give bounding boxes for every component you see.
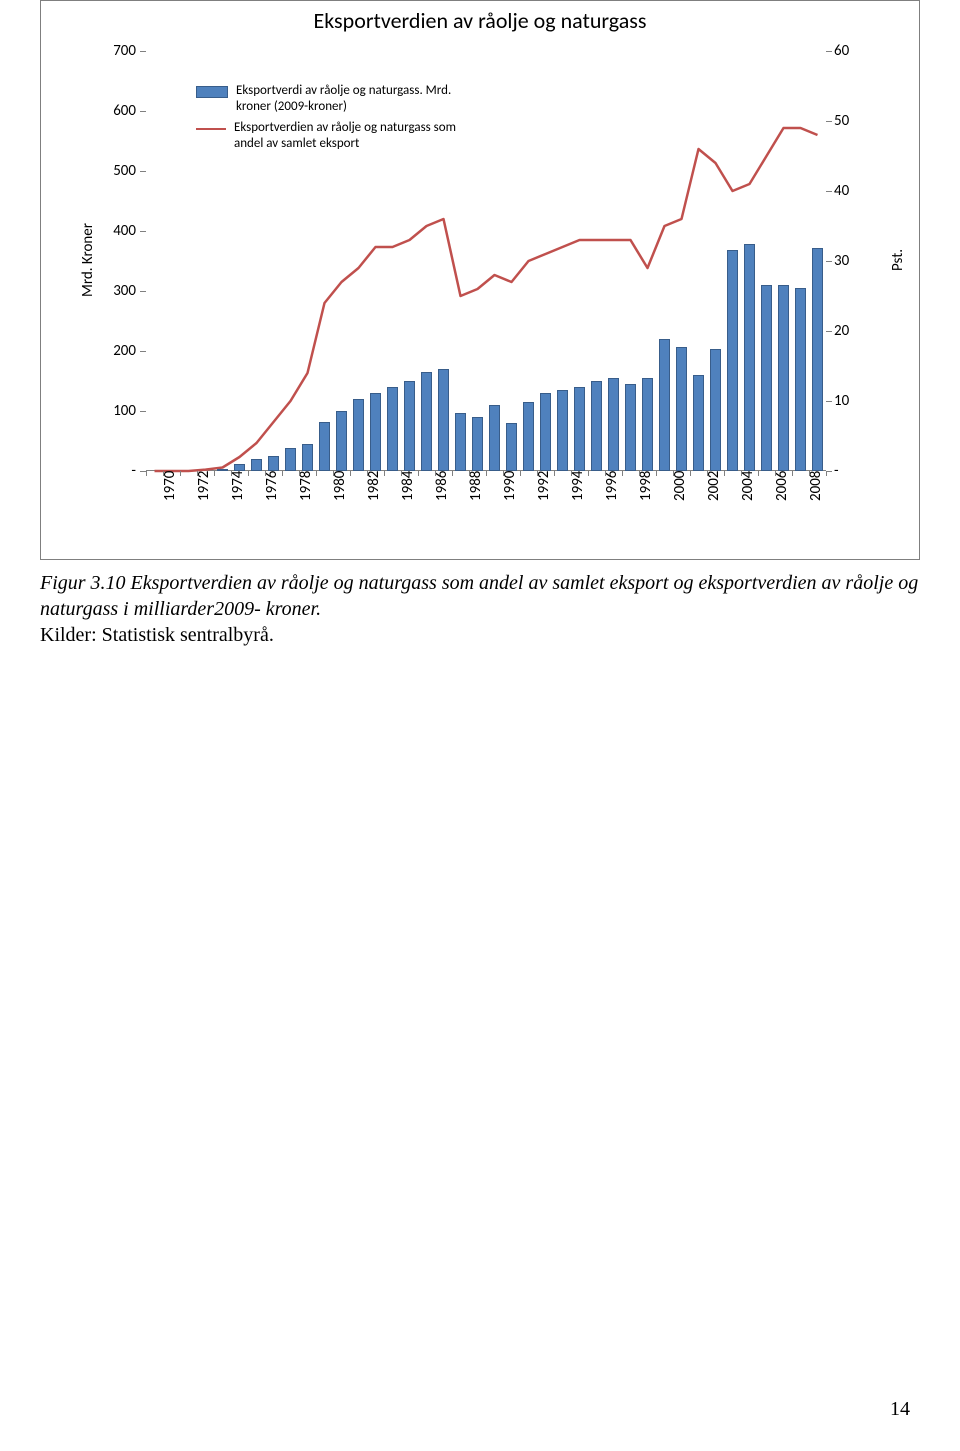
bar <box>710 349 721 471</box>
bar <box>506 423 517 471</box>
y-right-tick-label: 50 <box>834 112 866 130</box>
y-left-tick-label: 700 <box>91 42 136 60</box>
y-right-tick-label: 40 <box>834 182 866 200</box>
y-left-tick-label: 600 <box>91 102 136 120</box>
bar <box>523 402 534 471</box>
bar <box>285 448 296 471</box>
chart-title: Eksportverdien av råolje og naturgass <box>41 7 919 34</box>
bar <box>319 422 330 471</box>
figure-source: Kilder: Statistisk sentralbyrå. <box>40 624 920 647</box>
y-right-tick-label: 30 <box>834 252 866 270</box>
bar <box>234 464 245 471</box>
page-number: 14 <box>890 1398 910 1421</box>
bar <box>370 393 381 471</box>
bar <box>251 459 262 471</box>
y-right-tick-label: 60 <box>834 42 866 60</box>
legend-label-line: Eksportverdien av råolje og naturgass so… <box>234 120 481 151</box>
y-right-tick-label: - <box>834 462 866 480</box>
bar <box>421 372 432 471</box>
legend-label-bars: Eksportverdi av råolje og naturgass. Mrd… <box>236 83 481 114</box>
bar <box>659 339 670 471</box>
bar <box>387 387 398 471</box>
legend: Eksportverdi av råolje og naturgass. Mrd… <box>196 83 481 157</box>
y-left-tick-label: 300 <box>91 282 136 300</box>
bar <box>404 381 415 471</box>
y-left-tick-label: 200 <box>91 342 136 360</box>
bar <box>727 250 738 471</box>
bar <box>472 417 483 471</box>
bar <box>557 390 568 471</box>
y-left-tick-label: 400 <box>91 222 136 240</box>
bar <box>608 378 619 471</box>
bar <box>540 393 551 471</box>
bar <box>455 413 466 471</box>
legend-item-bars: Eksportverdi av råolje og naturgass. Mrd… <box>196 83 481 114</box>
bar <box>693 375 704 471</box>
y-left-tick-label: 500 <box>91 162 136 180</box>
bar <box>761 285 772 471</box>
y-axis-right-title: Pst. <box>889 249 907 271</box>
y-left-tick-label: - <box>91 462 136 480</box>
bar <box>642 378 653 471</box>
legend-swatch-line <box>196 128 226 130</box>
figure-caption: Figur 3.10 Eksportverdien av råolje og n… <box>40 570 920 622</box>
legend-item-line: Eksportverdien av råolje og naturgass so… <box>196 120 481 151</box>
bar <box>744 244 755 471</box>
bar <box>302 444 313 471</box>
y-right-tick-label: 20 <box>834 322 866 340</box>
legend-swatch-bar <box>196 86 228 98</box>
bar <box>795 288 806 471</box>
bar <box>812 248 823 471</box>
bar <box>591 381 602 471</box>
chart-frame: Eksportverdien av råolje og naturgass Mr… <box>40 0 920 560</box>
bar <box>676 347 687 471</box>
bar <box>336 411 347 471</box>
bar <box>268 456 279 471</box>
bar <box>353 399 364 471</box>
bar <box>489 405 500 471</box>
y-left-tick-label: 100 <box>91 402 136 420</box>
bar <box>217 469 228 471</box>
bar <box>625 384 636 471</box>
y-right-tick-label: 10 <box>834 392 866 410</box>
bar <box>574 387 585 471</box>
bar <box>438 369 449 471</box>
bar <box>778 285 789 471</box>
